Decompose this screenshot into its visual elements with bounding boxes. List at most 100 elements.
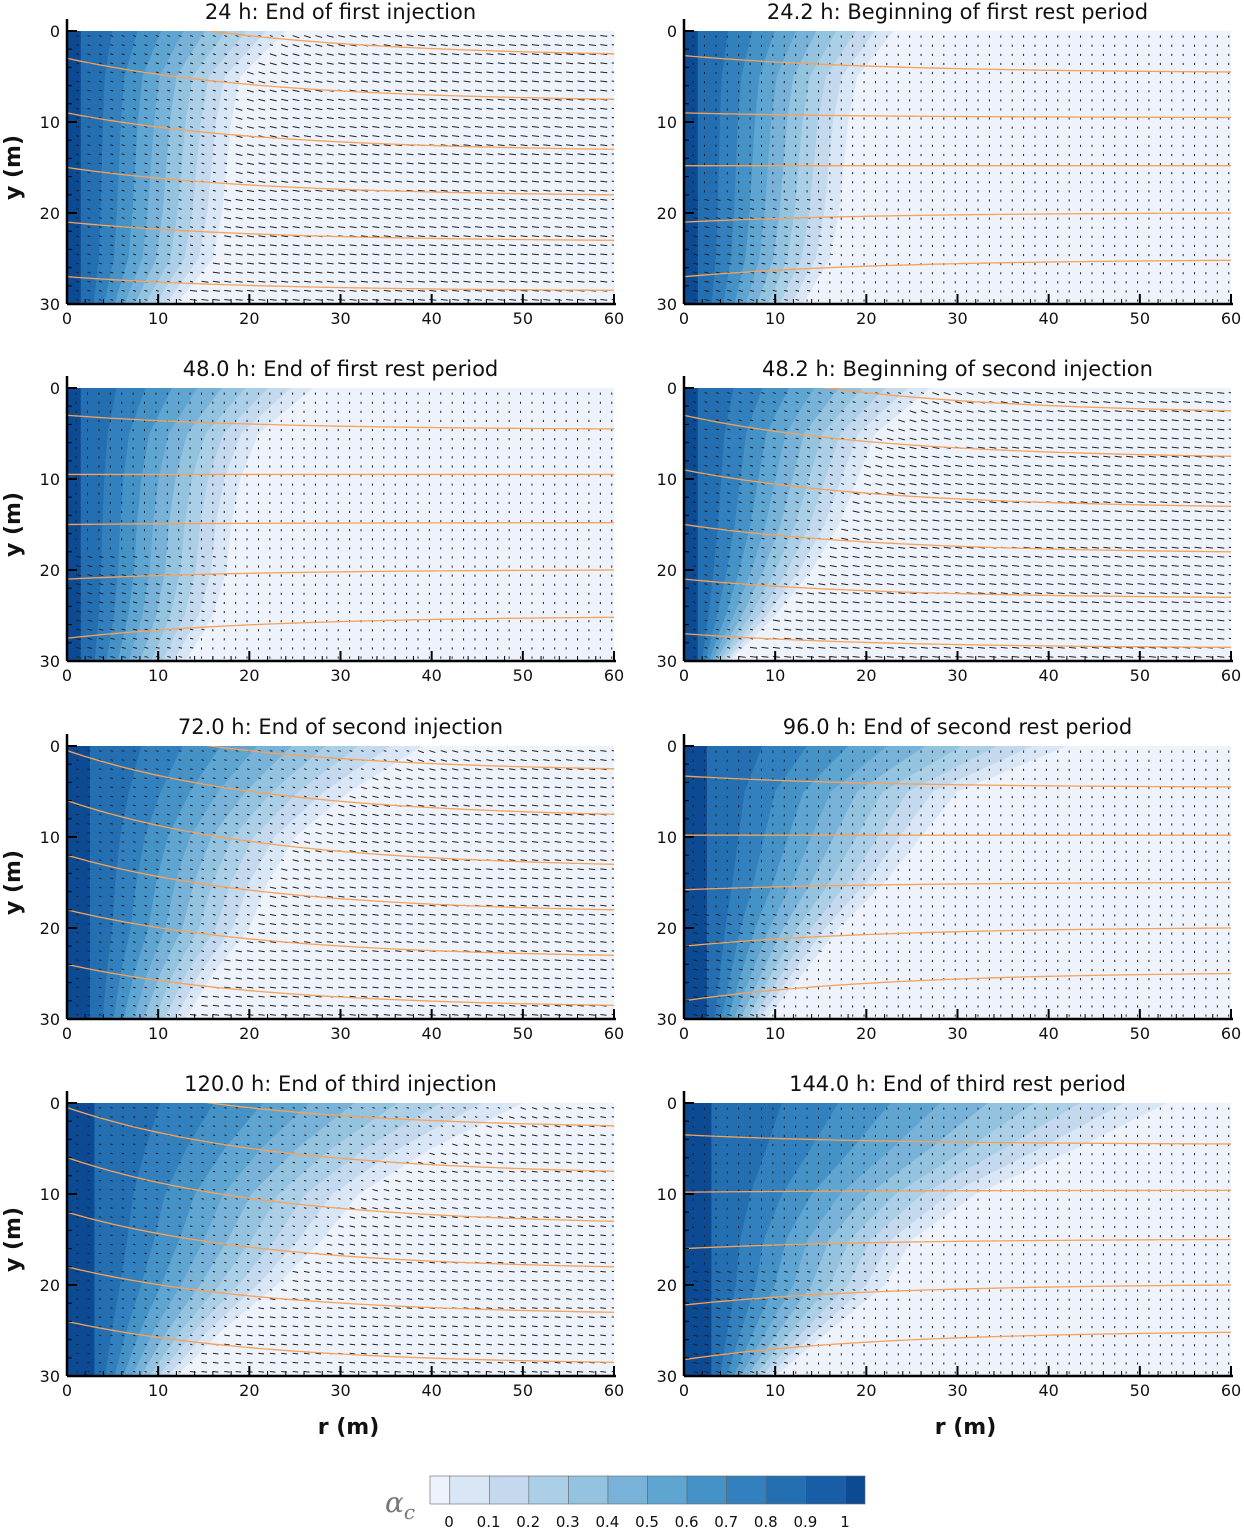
velocity-arrow [258,235,266,238]
velocity-arrow [463,217,471,219]
velocity-arrow [577,71,585,74]
velocity-arrow [292,217,300,220]
velocity-arrow [588,89,596,92]
velocity-arrow [87,583,93,586]
velocity-arrow [715,464,719,467]
velocity-arrow [349,35,357,38]
velocity-arrow [178,171,182,174]
velocity-arrow [87,53,91,56]
velocity-arrow [795,271,800,274]
velocity-arrow [292,126,300,129]
velocity-arrow [395,217,403,219]
velocity-arrow [577,44,585,47]
velocity-arrow [75,171,80,174]
velocity-arrow [692,437,697,440]
velocity-arrow [738,446,742,449]
velocity-arrow [417,116,425,119]
velocity-arrow [349,280,357,283]
velocity-arrow [429,80,437,83]
velocity-arrow [543,226,551,228]
velocity-arrow [795,198,800,201]
velocity-arrow [727,519,731,522]
velocity-arrow [715,574,719,576]
velocity-arrow [818,473,822,476]
velocity-arrow [543,162,551,165]
velocity-arrow [110,144,114,147]
velocity-field [75,392,613,659]
velocity-arrow [577,62,585,65]
velocity-arrow [543,171,551,174]
velocity-arrow [315,144,323,147]
velocity-arrow [235,271,243,274]
velocity-arrow [497,98,505,101]
velocity-arrow [692,628,697,631]
velocity-arrow [98,244,102,247]
velocity-arrow [258,226,266,229]
velocity-arrow [543,153,551,156]
velocity-arrow [121,217,125,219]
velocity-arrow [132,62,137,65]
velocity-arrow [738,510,742,513]
velocity-arrow [281,144,289,147]
velocity-arrow [417,98,425,101]
velocity-arrow [155,244,159,247]
velocity-arrow [577,198,585,201]
velocity-arrow [258,153,266,156]
velocity-arrow [178,126,182,128]
velocity-arrow [806,574,811,576]
velocity-arrow [132,89,137,92]
velocity-arrow [543,116,551,119]
velocity-arrow [212,280,220,283]
velocity-arrow [303,62,311,65]
velocity-arrow [497,144,505,147]
velocity-arrow [144,217,148,219]
velocity-arrow [246,280,255,283]
velocity-arrow [383,253,391,256]
velocity-arrow [406,153,414,156]
velocity-arrow [303,171,312,174]
velocity-arrow [406,253,414,256]
velocity-arrow [429,126,437,128]
velocity-arrow [806,253,811,256]
velocity-arrow [531,298,539,301]
velocity-arrow [87,107,91,110]
velocity-arrow [417,262,426,265]
velocity-arrow [429,198,437,201]
velocity-arrow [509,207,517,210]
velocity-arrow [395,198,403,201]
velocity-arrow [772,646,780,649]
velocity-arrow [795,244,800,247]
velocity-arrow [87,655,93,659]
velocity-arrow [795,628,803,631]
velocity-arrow [338,289,346,292]
velocity-arrow [566,271,574,274]
velocity-arrow [75,153,80,156]
velocity-arrow [201,44,205,47]
velocity-arrow [383,298,391,301]
velocity-arrow [749,546,754,549]
velocity-arrow [795,446,799,449]
velocity-arrow [611,80,614,82]
velocity-arrow [738,401,742,404]
velocity-arrow [178,180,182,183]
velocity-arrow [178,637,183,640]
velocity-arrow [784,610,792,613]
velocity-arrow [784,574,788,576]
velocity-arrow [212,189,216,192]
velocity-arrow [292,35,300,39]
velocity-arrow [463,98,471,101]
velocity-arrow [132,601,138,604]
velocity-arrow [554,126,562,128]
velocity-arrow [224,35,228,37]
velocity-arrow [600,107,608,110]
velocity-arrow [246,189,255,193]
velocity-arrow [178,271,182,274]
velocity-arrow [189,226,194,229]
velocity-arrow [795,537,799,540]
velocity-arrow [588,62,596,65]
velocity-arrow [417,153,425,156]
velocity-arrow [110,126,114,128]
velocity-arrow [509,80,517,83]
velocity-arrow [761,537,765,540]
velocity-arrow [440,135,448,138]
